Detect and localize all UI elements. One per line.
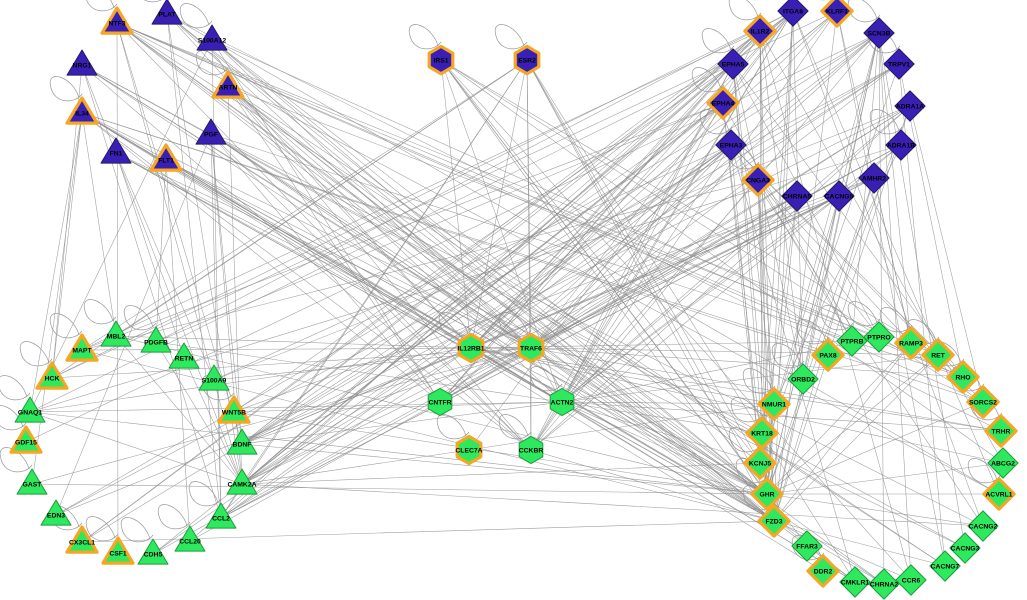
svg-text:EPHA4: EPHA4: [712, 101, 735, 108]
svg-text:S100A12: S100A12: [198, 38, 227, 45]
svg-text:EDN3: EDN3: [47, 513, 65, 520]
svg-text:FN1: FN1: [110, 151, 123, 158]
svg-text:CHRNA5: CHRNA5: [783, 194, 812, 201]
svg-text:MAPT: MAPT: [72, 348, 92, 355]
svg-text:EPHA3: EPHA3: [720, 143, 743, 150]
svg-text:CNGA3: CNGA3: [746, 178, 770, 185]
svg-text:CAMK2A: CAMK2A: [227, 482, 256, 489]
svg-text:IRS1: IRS1: [433, 58, 448, 65]
svg-text:IL34: IL34: [75, 111, 89, 118]
svg-text:NRG1: NRG1: [73, 63, 92, 70]
svg-text:KLRF1: KLRF1: [826, 9, 848, 16]
svg-text:PGF: PGF: [204, 132, 218, 139]
svg-text:CACNG3: CACNG3: [951, 546, 980, 553]
svg-text:GDF15: GDF15: [15, 440, 37, 447]
svg-text:CCKBR: CCKBR: [519, 448, 544, 455]
svg-text:CSF1: CSF1: [109, 551, 127, 558]
svg-text:TRPV1: TRPV1: [888, 62, 910, 69]
svg-text:CDH5: CDH5: [144, 552, 163, 559]
svg-text:ESR2: ESR2: [518, 58, 536, 65]
svg-text:RET: RET: [931, 353, 945, 360]
svg-text:CNTFR: CNTFR: [428, 400, 451, 407]
svg-text:WNT5B: WNT5B: [222, 410, 246, 417]
svg-text:SCN3B: SCN3B: [867, 31, 890, 38]
svg-text:ADRA1A: ADRA1A: [896, 104, 924, 111]
svg-text:KCNJ5: KCNJ5: [749, 461, 772, 468]
svg-text:CHRNA2: CHRNA2: [870, 582, 899, 589]
svg-text:S100A9: S100A9: [202, 378, 227, 385]
svg-text:CLEC7A: CLEC7A: [455, 448, 482, 455]
svg-text:CCL2: CCL2: [212, 516, 230, 523]
svg-text:PLAT: PLAT: [158, 12, 176, 19]
svg-text:ORBD2: ORBD2: [791, 377, 815, 384]
svg-text:CMKLR1: CMKLR1: [841, 580, 870, 587]
svg-text:HCK: HCK: [45, 376, 60, 383]
svg-text:PDGFB: PDGFB: [144, 340, 168, 347]
svg-text:GNAQ1: GNAQ1: [18, 410, 42, 417]
svg-text:IL1R2: IL1R2: [751, 29, 770, 36]
svg-text:GHR: GHR: [759, 492, 774, 499]
svg-text:RETN: RETN: [175, 356, 194, 363]
svg-text:NMUR1: NMUR1: [762, 402, 786, 409]
svg-text:GAST: GAST: [23, 482, 43, 489]
svg-text:CCL20: CCL20: [179, 539, 201, 546]
svg-text:CX3CL1: CX3CL1: [69, 540, 95, 547]
svg-text:IL12RB1: IL12RB1: [457, 346, 484, 353]
svg-text:EPHA5: EPHA5: [722, 62, 745, 69]
svg-text:TRHR: TRHR: [992, 429, 1011, 436]
svg-text:RHO: RHO: [955, 375, 970, 382]
svg-text:ADRA1B: ADRA1B: [887, 143, 915, 150]
svg-text:ACVRL1: ACVRL1: [985, 492, 1012, 499]
svg-text:CACNG2: CACNG2: [969, 524, 998, 531]
svg-text:MBL2: MBL2: [107, 334, 126, 341]
svg-text:PTPRB: PTPRB: [840, 339, 863, 346]
svg-text:PAX8: PAX8: [819, 353, 836, 360]
svg-text:CACNG5: CACNG5: [825, 194, 854, 201]
svg-text:ITGA8: ITGA8: [783, 9, 803, 16]
svg-text:FZD3: FZD3: [766, 519, 783, 526]
svg-text:ARTN: ARTN: [219, 85, 238, 92]
svg-text:PTPRO: PTPRO: [867, 335, 890, 342]
svg-text:FFAR3: FFAR3: [796, 544, 818, 551]
svg-text:RAMP3: RAMP3: [899, 341, 923, 348]
svg-text:CACNG7: CACNG7: [931, 564, 960, 571]
svg-text:ABCG2: ABCG2: [991, 461, 1015, 468]
svg-text:ACTN2: ACTN2: [551, 400, 574, 407]
svg-text:AMHR2: AMHR2: [862, 176, 886, 183]
svg-text:BDNF: BDNF: [233, 442, 252, 449]
svg-text:CCR6: CCR6: [902, 578, 921, 585]
svg-text:TRAF6: TRAF6: [520, 346, 542, 353]
svg-text:NTF3: NTF3: [109, 21, 126, 28]
svg-text:FLT1: FLT1: [158, 158, 174, 165]
svg-text:KRT18: KRT18: [751, 431, 773, 438]
svg-text:DDR2: DDR2: [814, 569, 833, 576]
svg-text:SORCS2: SORCS2: [969, 400, 997, 407]
